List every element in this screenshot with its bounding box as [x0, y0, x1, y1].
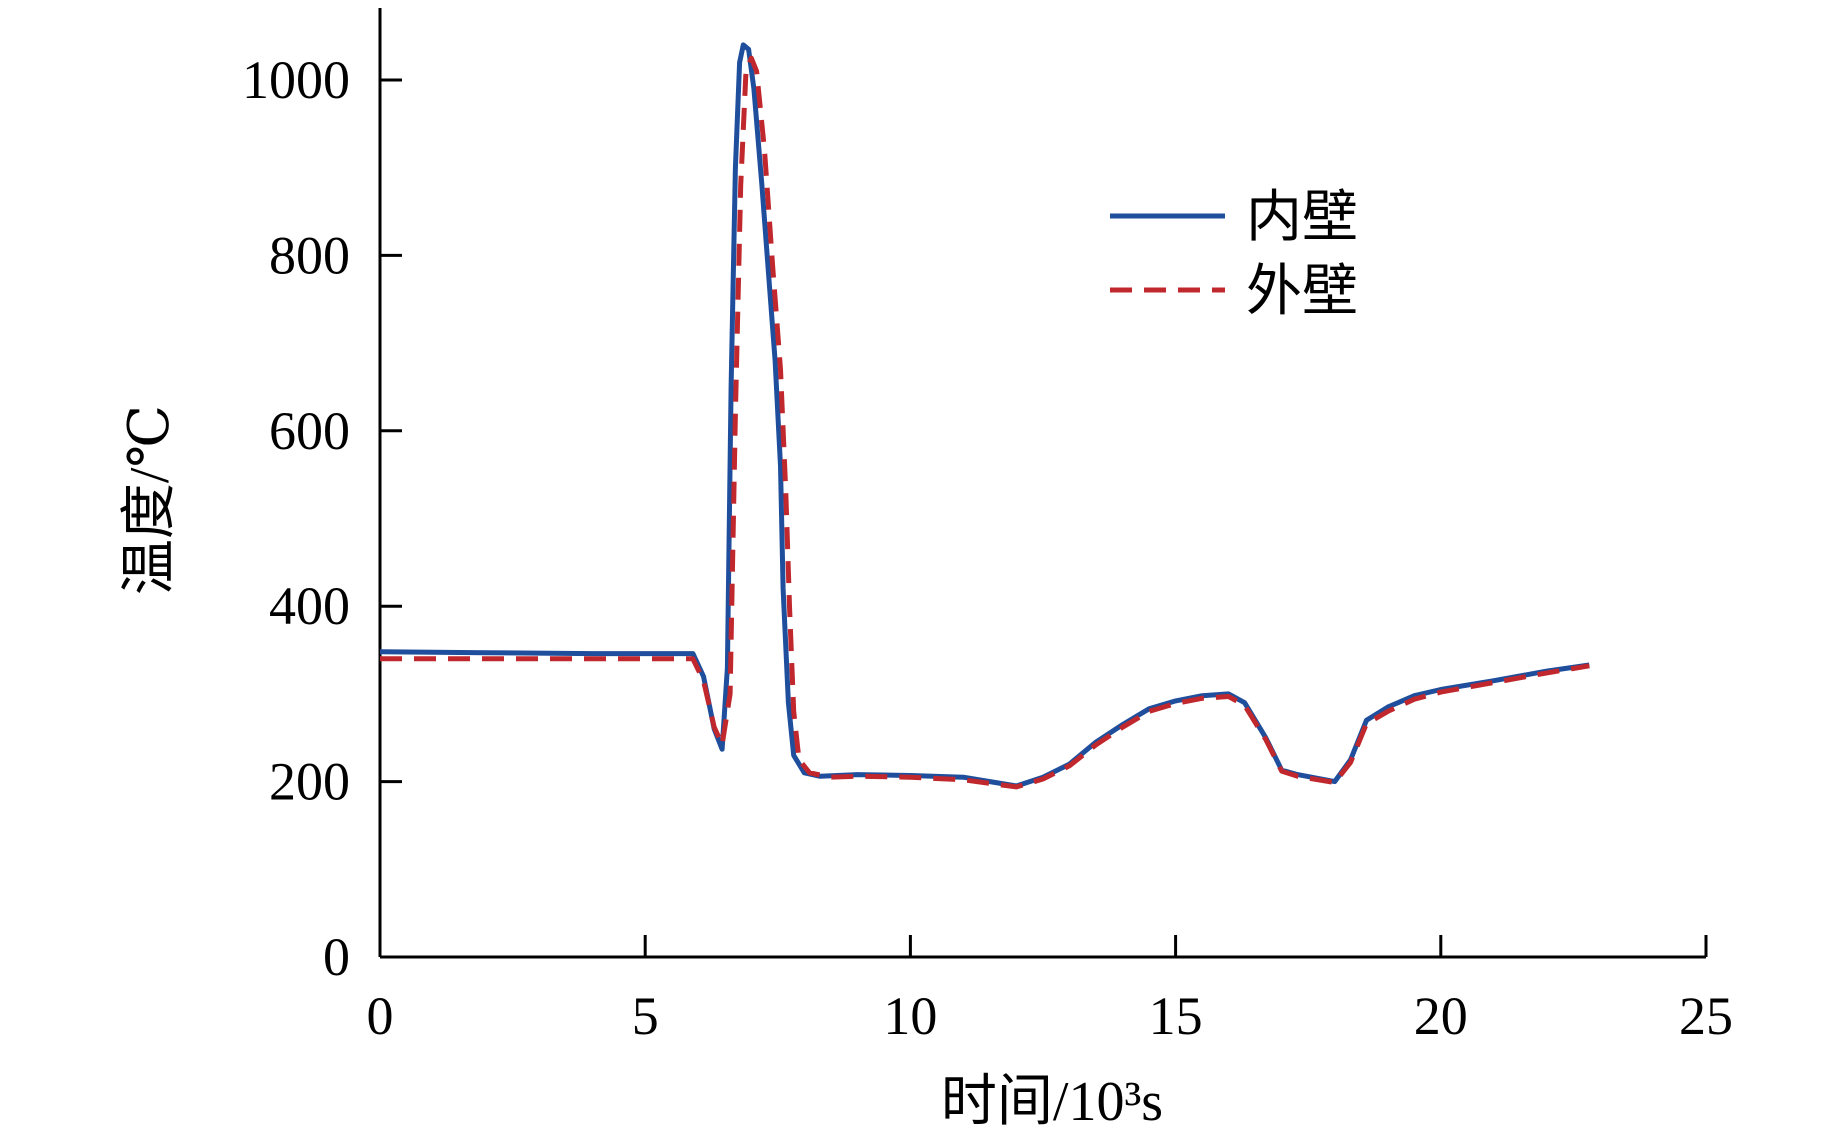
legend-label-outer-wall: 外壁: [1246, 261, 1358, 323]
x-tick-label: 5: [632, 986, 659, 1046]
y-tick-label: 400: [269, 576, 350, 636]
y-tick-label: 1000: [242, 50, 350, 110]
x-tick-label: 20: [1414, 986, 1468, 1046]
legend: 内壁 外壁: [1110, 187, 1358, 323]
y-tick-label: 200: [269, 752, 350, 812]
y-tick-label: 600: [269, 401, 350, 461]
x-axis-title: 时间/10³s: [941, 1071, 1163, 1133]
x-tick-label: 25: [1679, 986, 1733, 1046]
ticks: 0 5 10 15 20 25 0 200 400 600 800 1000: [242, 50, 1733, 1046]
x-tick-label: 0: [367, 986, 394, 1046]
legend-label-inner-wall: 内壁: [1246, 187, 1358, 249]
axes: [378, 8, 1706, 959]
y-axis-title: 温度/℃: [119, 405, 181, 595]
series-layer: [379, 42, 1590, 790]
y-tick-label: 0: [323, 927, 350, 987]
x-tick-label: 15: [1149, 986, 1203, 1046]
series-line-inner-wall: [379, 42, 1590, 789]
x-tick-label: 10: [883, 986, 937, 1046]
series-line-outer-wall: [380, 55, 1590, 790]
y-tick-label: 800: [269, 225, 350, 285]
